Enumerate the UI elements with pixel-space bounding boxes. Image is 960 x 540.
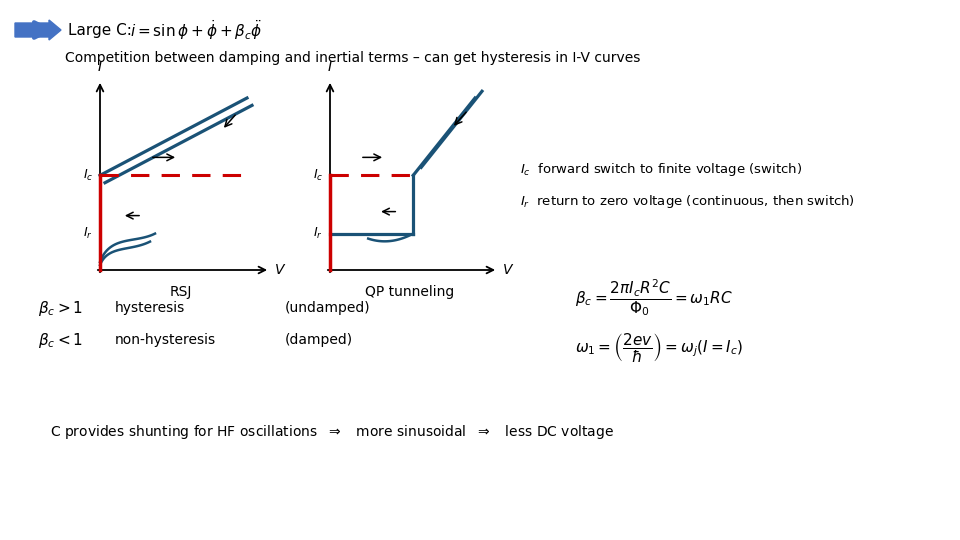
Text: $\omega_1 = \left(\dfrac{2ev}{\hbar}\right) = \omega_j(I = I_c)$: $\omega_1 = \left(\dfrac{2ev}{\hbar}\rig…: [575, 332, 743, 364]
Text: hysteresis: hysteresis: [115, 301, 185, 315]
Text: (damped): (damped): [285, 333, 353, 347]
Text: QP tunneling: QP tunneling: [366, 285, 455, 299]
Text: $I_c$: $I_c$: [313, 168, 323, 183]
Text: $i = \sin\phi + \dot{\phi} + \beta_c\ddot{\phi}$: $i = \sin\phi + \dot{\phi} + \beta_c\ddo…: [130, 18, 262, 42]
Text: $\beta_c > 1$: $\beta_c > 1$: [38, 299, 83, 318]
Text: $I_r$  return to zero voltage (continuous, then switch): $I_r$ return to zero voltage (continuous…: [520, 193, 855, 211]
Text: Large C:: Large C:: [68, 23, 142, 37]
FancyArrow shape: [15, 20, 61, 40]
Text: non-hysteresis: non-hysteresis: [115, 333, 216, 347]
Text: $\beta_c = \dfrac{2\pi I_c R^2 C}{\Phi_0} = \omega_1 RC$: $\beta_c = \dfrac{2\pi I_c R^2 C}{\Phi_0…: [575, 278, 733, 319]
Text: Competition between damping and inertial terms – can get hysteresis in I-V curve: Competition between damping and inertial…: [65, 51, 640, 65]
Text: $I$: $I$: [97, 60, 103, 74]
Text: (undamped): (undamped): [285, 301, 371, 315]
Text: C provides shunting for HF oscillations  $\Rightarrow$   more sinusoidal  $\Righ: C provides shunting for HF oscillations …: [50, 423, 614, 441]
Text: $V$: $V$: [502, 263, 515, 277]
Text: $\beta_c < 1$: $\beta_c < 1$: [38, 330, 83, 349]
Text: $I_r$: $I_r$: [313, 226, 323, 241]
Text: $I_c$  forward switch to finite voltage (switch): $I_c$ forward switch to finite voltage (…: [520, 161, 803, 179]
Text: $I$: $I$: [327, 60, 333, 74]
Text: RSJ: RSJ: [170, 285, 192, 299]
Text: $I_c$: $I_c$: [83, 168, 93, 183]
Text: $V$: $V$: [274, 263, 286, 277]
Text: $I_r$: $I_r$: [84, 226, 93, 241]
